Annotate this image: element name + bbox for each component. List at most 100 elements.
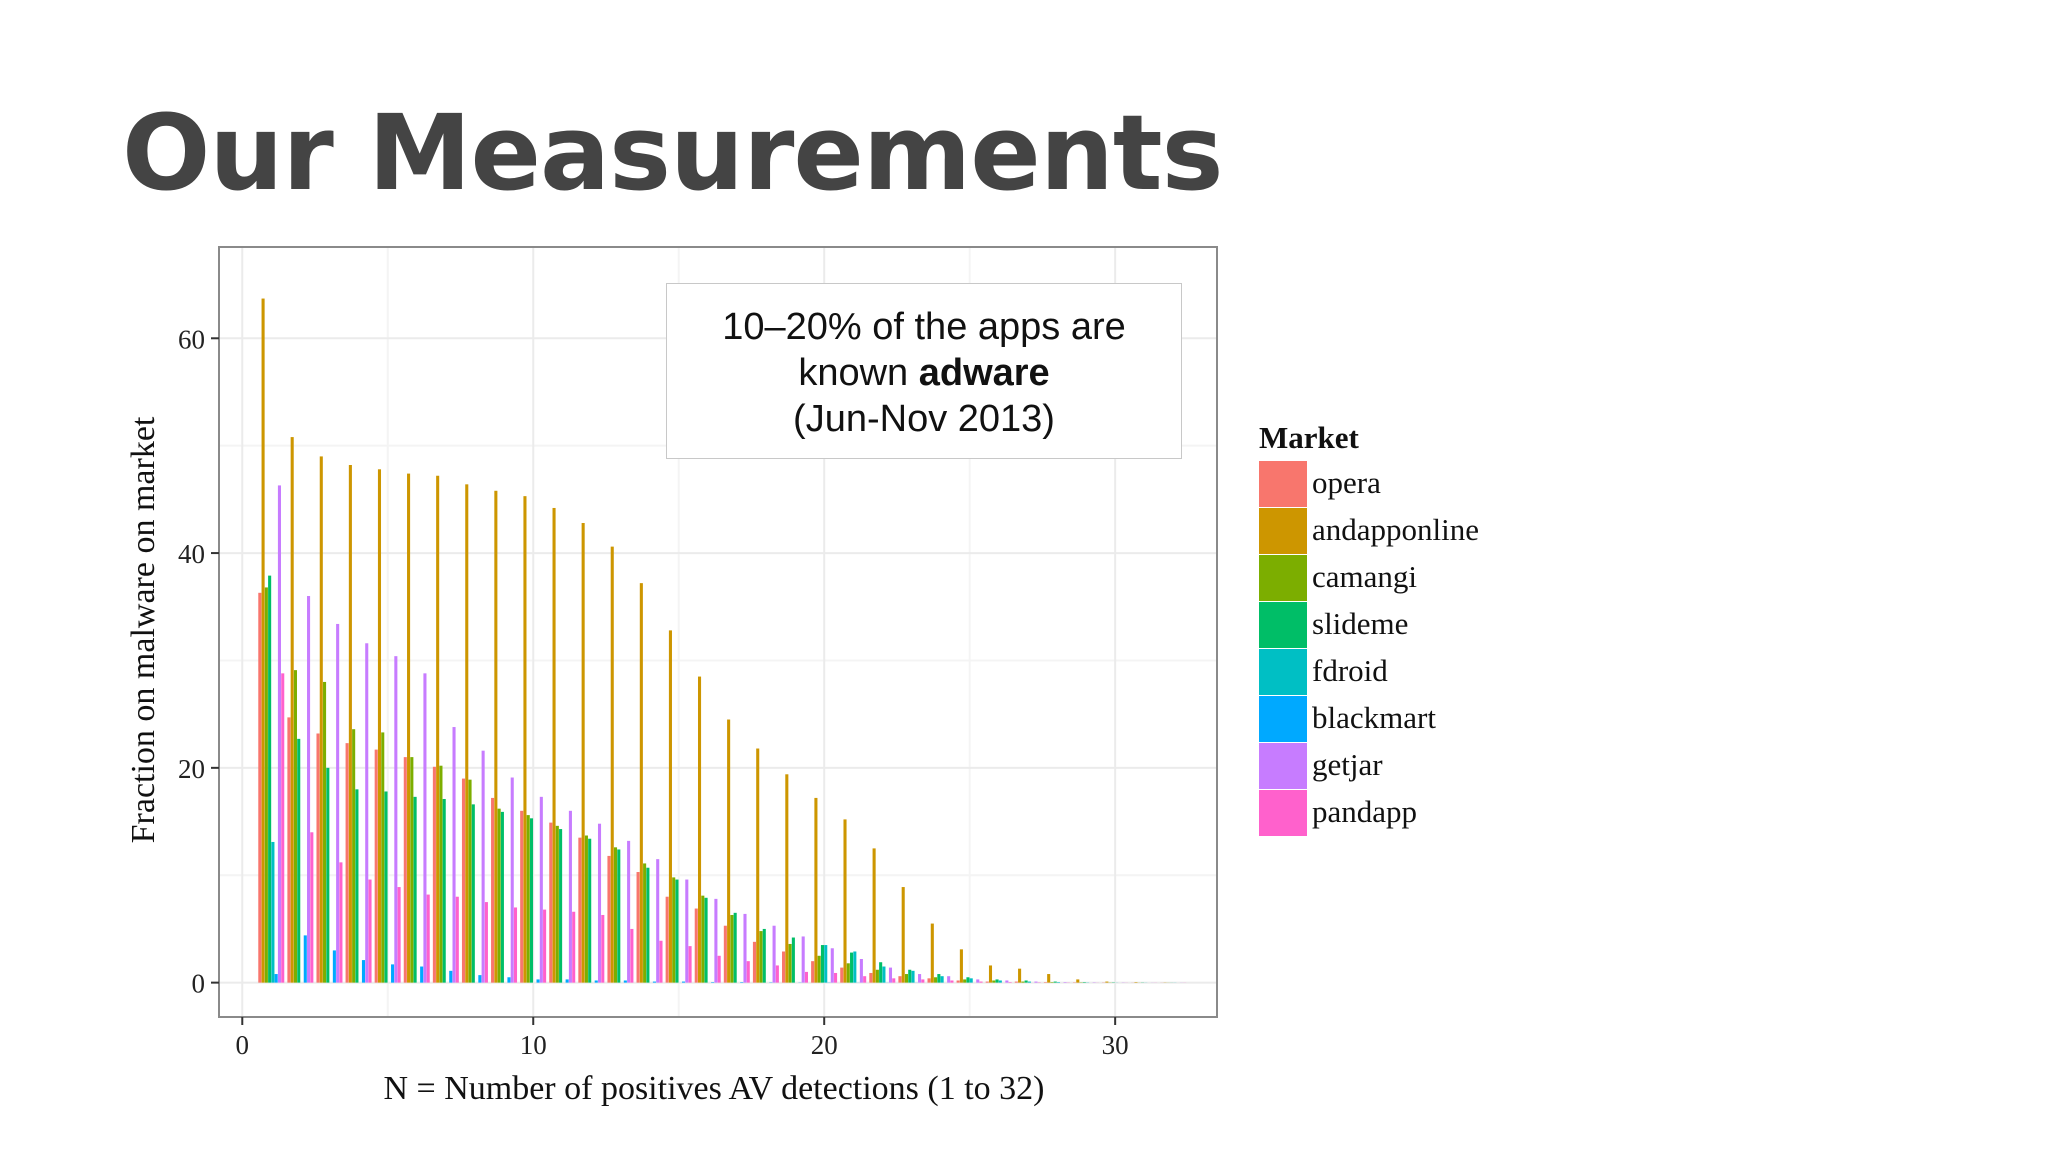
bar-camangi — [323, 681, 327, 983]
bar-getjar — [277, 485, 281, 983]
y-tick-label: 60 — [178, 324, 205, 354]
x-tick-label: 30 — [1102, 1030, 1129, 1060]
bar-pandapp — [804, 971, 808, 983]
bar-fdroid — [882, 966, 886, 983]
bar-slideme — [1053, 981, 1057, 983]
bar-opera — [432, 766, 436, 983]
bar-opera — [811, 961, 815, 983]
annotation-line-1: 10–20% of the apps are — [722, 306, 1126, 348]
legend-label: camangi — [1312, 559, 1418, 594]
bar-fdroid — [824, 945, 828, 983]
bar-slideme — [268, 575, 272, 983]
bar-slideme — [326, 767, 330, 983]
bar-slideme — [733, 912, 737, 983]
bar-pandapp — [426, 894, 430, 983]
bar-camangi — [992, 980, 996, 983]
bar-slideme — [937, 974, 941, 983]
bar-camangi — [1050, 982, 1054, 983]
bar-pandapp — [950, 980, 954, 983]
bar-camangi — [875, 969, 879, 983]
bar-blackmart — [536, 979, 540, 983]
bar-pandapp — [892, 978, 896, 983]
bar-opera — [578, 837, 582, 983]
bar-andapponline — [1047, 974, 1051, 983]
legend-label: getjar — [1312, 747, 1383, 782]
bar-blackmart — [478, 975, 482, 983]
bar-slideme — [675, 879, 679, 983]
bar-pandapp — [979, 981, 983, 983]
bar-fdroid — [1027, 981, 1031, 983]
bar-pandapp — [1008, 982, 1012, 983]
bar-andapponline — [843, 819, 847, 983]
bar-blackmart — [711, 982, 715, 983]
bar-pandapp — [834, 972, 838, 983]
bar-slideme — [1024, 980, 1028, 983]
bar-slideme — [995, 979, 999, 983]
bar-pandapp — [513, 907, 518, 983]
bar-slideme — [820, 945, 825, 983]
bar-andapponline — [1134, 982, 1138, 983]
bar-pandapp — [717, 955, 721, 983]
bar-pandapp — [775, 965, 779, 983]
bar-blackmart — [507, 977, 511, 983]
bar-slideme — [559, 829, 563, 983]
bar-camangi — [817, 955, 821, 983]
bar-andapponline — [814, 797, 818, 983]
bar-andapponline — [785, 774, 789, 983]
bar-camangi — [439, 765, 443, 983]
bar-camangi — [584, 835, 588, 983]
bar-slideme — [646, 867, 650, 983]
bar-andapponline — [1076, 979, 1080, 983]
bar-opera — [665, 896, 669, 983]
bar-opera — [840, 967, 844, 983]
bar-blackmart — [594, 980, 598, 983]
bar-slideme — [413, 796, 417, 983]
bar-pandapp — [339, 862, 343, 983]
bar-camangi — [381, 732, 385, 983]
bar-getjar — [307, 596, 311, 983]
bar-slideme — [500, 811, 504, 983]
bar-getjar — [801, 936, 805, 983]
legend-swatch — [1259, 696, 1307, 742]
bar-slideme — [297, 738, 301, 983]
legend-swatch — [1259, 508, 1307, 554]
legend-swatch — [1259, 743, 1307, 789]
bar-opera — [549, 822, 553, 983]
bar-slideme — [704, 897, 708, 983]
bar-opera — [694, 908, 698, 983]
bar-getjar — [888, 967, 893, 983]
bar-camangi — [643, 863, 647, 983]
bar-slideme — [762, 928, 766, 983]
bar-fdroid — [271, 841, 275, 983]
bar-opera — [1014, 981, 1018, 983]
x-tick-label: 0 — [236, 1030, 250, 1060]
bar-camangi — [555, 825, 559, 983]
bar-opera — [985, 981, 989, 983]
bar-camangi — [701, 895, 705, 983]
legend-swatch — [1259, 602, 1307, 648]
bar-getjar — [947, 976, 951, 983]
bar-slideme — [791, 937, 795, 983]
bar-slideme — [384, 791, 388, 983]
bar-andapponline — [465, 484, 469, 983]
bar-getjar — [365, 643, 369, 983]
bar-opera — [927, 978, 931, 983]
legend-label: andapponline — [1312, 512, 1480, 547]
bar-getjar — [1063, 982, 1067, 983]
bar-fdroid — [911, 970, 915, 983]
plot-panel-border — [218, 246, 1218, 1018]
bar-opera — [898, 976, 902, 983]
bar-camangi — [934, 977, 938, 983]
bar-camangi — [410, 757, 414, 983]
bar-getjar — [481, 750, 485, 983]
bar-pandapp — [455, 896, 459, 983]
bar-andapponline — [988, 965, 993, 983]
bar-andapponline — [494, 490, 498, 983]
bar-fdroid — [853, 951, 857, 983]
bar-getjar — [597, 823, 602, 983]
bar-getjar — [859, 959, 863, 983]
bar-pandapp — [659, 940, 663, 983]
bar-slideme — [471, 804, 475, 983]
y-tick-label: 0 — [192, 969, 206, 999]
